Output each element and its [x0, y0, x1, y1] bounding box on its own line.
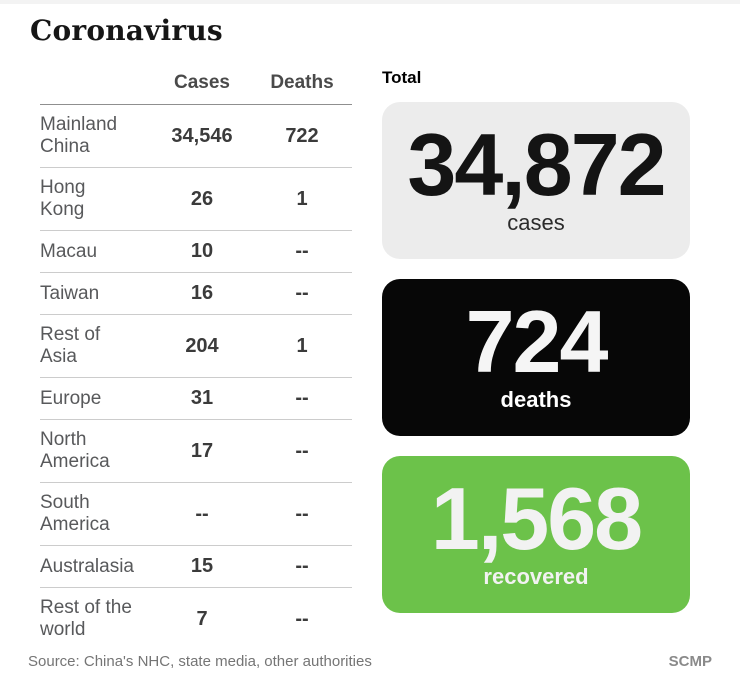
source-attribution: Source: China's NHC, state media, other …: [28, 653, 372, 670]
scmp-credit: SCMP: [668, 653, 712, 670]
region-label: Rest of Asia: [40, 324, 101, 367]
deaths-value: 722: [285, 124, 319, 147]
table-row-rest-of-the-world: Rest of the world 7 --: [40, 588, 352, 650]
table-row-rest-of-asia: Rest of Asia 204 1: [40, 315, 352, 378]
deaths-value: --: [295, 607, 309, 630]
regions-table: Cases Deaths Mainland China 34,546 722 H…: [40, 72, 352, 650]
region-label: Mainland China: [40, 114, 118, 157]
table-row-macau: Macau 10 --: [40, 231, 352, 273]
deaths-value: --: [295, 387, 309, 409]
cases-value: 15: [190, 555, 214, 577]
region-label: Taiwan: [40, 282, 100, 304]
total-deaths-value: 724: [465, 291, 609, 391]
deaths-value: 1: [296, 187, 308, 210]
region-label: North America: [40, 429, 110, 472]
deaths-value: --: [295, 555, 309, 577]
deaths-value: --: [295, 502, 309, 525]
region-label: Hong Kong: [40, 177, 86, 220]
total-deaths-card: 724 deaths: [382, 279, 690, 436]
region-label: Australasia: [40, 555, 134, 577]
totals-panel: Total 34,872 cases 724 deaths 1,568 reco…: [382, 68, 690, 633]
total-recovered-label: recovered: [483, 564, 589, 590]
region-label: South America: [40, 492, 110, 535]
total-recovered-card: 1,568 recovered: [382, 456, 690, 613]
cases-value: 7: [196, 607, 208, 630]
cases-value: 34,546: [171, 124, 233, 147]
top-divider-bar: [0, 0, 740, 4]
cases-value: 16: [190, 282, 214, 304]
page-title: Coronavirus: [30, 14, 223, 47]
cases-value: 10: [190, 240, 214, 262]
table-row-europe: Europe 31 --: [40, 378, 352, 420]
cases-value: 17: [190, 439, 214, 462]
cases-value: --: [195, 502, 209, 525]
deaths-value: --: [295, 439, 309, 462]
table-row-hong-kong: Hong Kong 26 1: [40, 168, 352, 231]
total-cases-value: 34,872: [407, 114, 666, 214]
total-cases-card: 34,872 cases: [382, 102, 690, 259]
table-row-taiwan: Taiwan 16 --: [40, 273, 352, 315]
cases-value: 204: [185, 334, 219, 357]
cases-value: 26: [190, 187, 214, 210]
cases-value: 31: [190, 387, 214, 409]
table-row-south-america: South America -- --: [40, 483, 352, 546]
totals-heading: Total: [382, 68, 422, 87]
region-label: Macau: [40, 240, 98, 262]
region-label: Rest of the world: [40, 597, 132, 640]
cases-column-header: Cases: [174, 72, 230, 93]
deaths-value: --: [295, 240, 309, 262]
table-row-north-america: North America 17 --: [40, 420, 352, 483]
deaths-value: --: [295, 282, 309, 304]
table-header-row: Cases Deaths: [40, 72, 352, 105]
table-row-mainland-china: Mainland China 34,546 722: [40, 105, 352, 168]
total-deaths-label: deaths: [500, 387, 572, 413]
deaths-value: 1: [296, 334, 308, 357]
table-row-australasia: Australasia 15 --: [40, 546, 352, 588]
deaths-column-header: Deaths: [270, 72, 334, 93]
total-recovered-value: 1,568: [430, 468, 643, 568]
total-cases-label: cases: [507, 210, 565, 236]
region-label: Europe: [40, 387, 102, 409]
